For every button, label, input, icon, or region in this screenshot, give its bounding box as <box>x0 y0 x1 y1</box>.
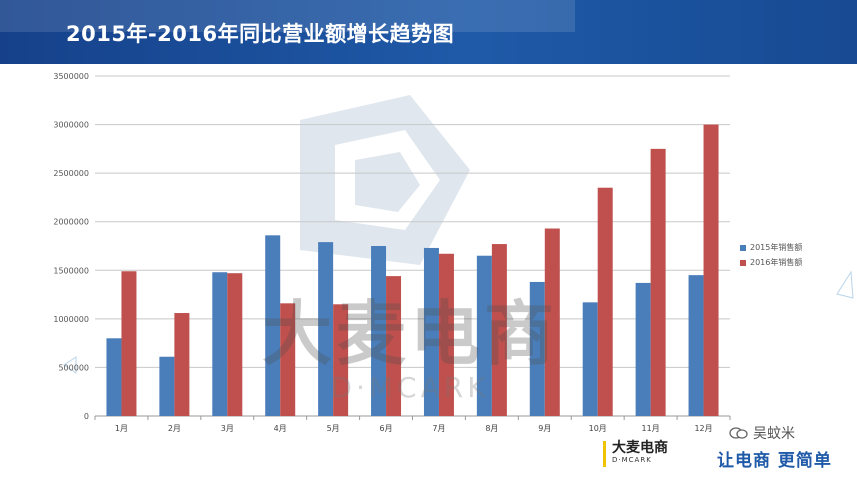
header-banner: 2015年-2016年同比营业额增长趋势图 <box>0 0 857 64</box>
legend-item-2016: 2016年销售额 <box>740 255 802 270</box>
bar-2016 <box>121 271 137 416</box>
x-tick-label: 6月 <box>379 424 392 433</box>
bar-2015 <box>265 235 281 416</box>
y-tick-label: 2500000 <box>53 169 89 178</box>
decorative-triangle-right <box>836 270 854 299</box>
bar-2015 <box>582 302 598 416</box>
bar-2015 <box>423 247 439 416</box>
bar-2015 <box>688 275 704 416</box>
x-tick-label: 3月 <box>221 424 234 433</box>
decorative-triangle-left <box>63 356 77 374</box>
header-highlight <box>0 0 575 32</box>
y-axis-ticks: 0 500000 1000000 1500000 2000000 2500000 30000… <box>53 72 89 421</box>
bar-2015 <box>318 242 334 416</box>
bar-2015 <box>476 255 492 416</box>
x-tick-label: 12月 <box>694 424 712 433</box>
legend-label-2016: 2016年销售额 <box>750 258 803 267</box>
bar-2016 <box>174 313 190 416</box>
y-tick-label: 500000 <box>58 363 89 372</box>
bar-2015 <box>529 281 545 416</box>
bar-2016 <box>386 276 402 416</box>
legend-swatch-2016 <box>740 259 746 266</box>
legend-item-2015: 2015年销售额 <box>740 240 802 255</box>
bar-2016 <box>703 124 719 417</box>
x-tick-label: 10月 <box>589 424 607 433</box>
page-title: 2015年-2016年同比营业额增长趋势图 <box>66 22 455 46</box>
x-axis-ticks: 1月 2月 3月 4月 5月 6月 7月 8月 9月 10月 11月 12月 <box>94 416 731 433</box>
footer-slogan: 让电商 更简单 <box>717 451 832 471</box>
y-tick-label: 2000000 <box>53 218 89 227</box>
bar-2016 <box>650 148 666 416</box>
footer-logo-subtext: D·MCARK <box>612 456 652 464</box>
bar-2015 <box>635 282 651 416</box>
bar-chart: 0 500000 1000000 1500000 2000000 2500000 30000… <box>53 72 731 433</box>
chart-legend: 2015年销售额 2016年销售额 <box>740 240 802 270</box>
bar-2016 <box>491 244 507 416</box>
bar-2016 <box>280 303 296 416</box>
wechat-icon <box>729 426 749 440</box>
bar-2015 <box>212 272 228 416</box>
y-tick-label: 1500000 <box>53 266 89 275</box>
legend-label-2015: 2015年销售额 <box>750 243 803 252</box>
y-tick-label: 3500000 <box>53 72 89 81</box>
x-tick-label: 2月 <box>168 424 181 433</box>
bar-2016 <box>333 304 349 416</box>
footer-logo: 大麦电商 D·MCARK <box>603 441 668 467</box>
wechat-account-name: 吴蚊米 <box>753 426 795 442</box>
x-tick-label: 5月 <box>327 424 340 433</box>
x-tick-label: 8月 <box>485 424 498 433</box>
bar-2015 <box>106 338 122 416</box>
legend-swatch-2015 <box>740 244 746 251</box>
x-tick-label: 1月 <box>115 424 128 433</box>
bar-2015 <box>371 246 387 416</box>
bar-2016 <box>597 187 613 416</box>
wechat-account: 吴蚊米 <box>729 423 795 443</box>
bars-group <box>106 124 719 417</box>
footer-logo-text: 大麦电商 <box>612 440 668 456</box>
y-tick-label: 1000000 <box>53 315 89 324</box>
x-tick-label: 4月 <box>274 424 287 433</box>
bar-2016 <box>544 228 560 416</box>
y-tick-label: 3000000 <box>53 121 89 130</box>
bar-2016 <box>227 273 243 416</box>
bar-2016 <box>438 253 454 416</box>
bar-2015 <box>159 356 175 416</box>
y-tick-label: 0 <box>84 412 89 421</box>
watermark-logo-icon <box>300 95 470 265</box>
x-tick-label: 7月 <box>432 424 445 433</box>
x-tick-label: 11月 <box>642 424 660 433</box>
x-tick-label: 9月 <box>538 424 551 433</box>
